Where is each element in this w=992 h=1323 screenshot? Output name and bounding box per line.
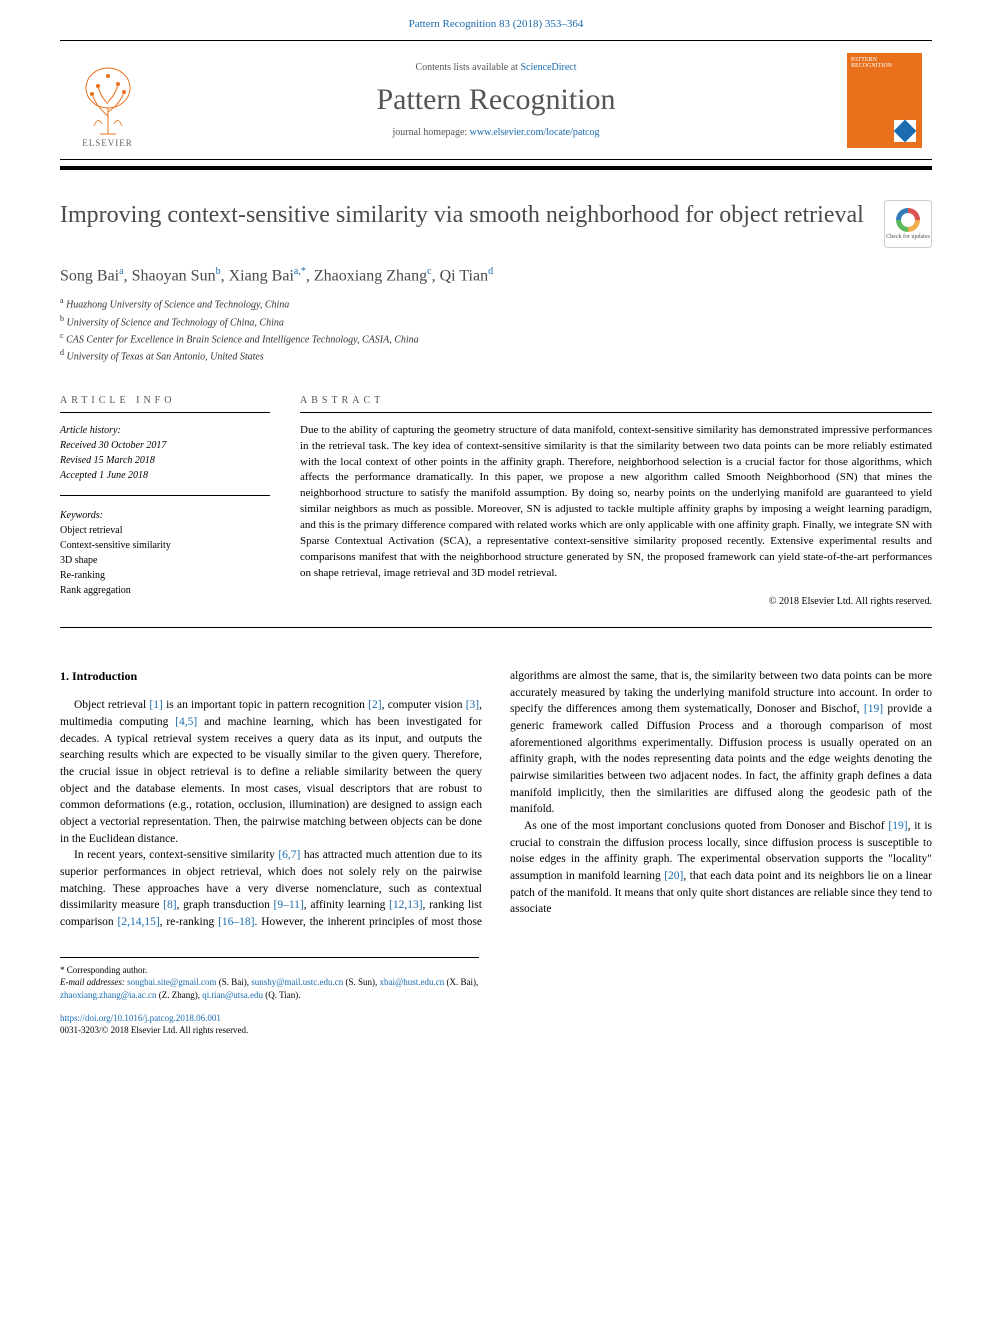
footnotes: * Corresponding author. E-mail addresses… (60, 957, 479, 1002)
ref-link[interactable]: [16–18] (218, 916, 254, 928)
body-text: 1. Introduction Object retrieval [1] is … (60, 668, 932, 931)
masthead: ELSEVIER Contents lists available at Sci… (60, 40, 932, 160)
contents-prefix: Contents lists available at (415, 62, 520, 73)
abstract-header: abstract (300, 395, 932, 413)
elsevier-wordmark: ELSEVIER (82, 138, 133, 148)
ref-link[interactable]: [6,7] (278, 849, 300, 861)
email-addresses: E-mail addresses: songbai.site@gmail.com… (60, 976, 479, 1001)
crossmark-label: Check for updates (886, 234, 930, 240)
ref-link[interactable]: [4,5] (175, 716, 197, 728)
doi-link[interactable]: https://doi.org/10.1016/j.patcog.2018.06… (60, 1013, 221, 1023)
email-link[interactable]: xbai@hust.edu.cn (380, 977, 445, 987)
body-paragraph: Object retrieval [1] is an important top… (60, 697, 482, 847)
keyword-item: 3D shape (60, 553, 270, 568)
masthead-center: Contents lists available at ScienceDirec… (145, 62, 847, 138)
email-link[interactable]: zhaoxiang.zhang@ia.ac.cn (60, 990, 157, 1000)
body-paragraph: As one of the most important conclusions… (510, 818, 932, 918)
keyword-item: Rank aggregation (60, 583, 270, 598)
abstract-column: abstract Due to the ability of capturing… (300, 395, 932, 607)
homepage-prefix: journal homepage: (392, 127, 469, 138)
keywords-block: Keywords: Object retrievalContext-sensit… (60, 508, 270, 598)
elsevier-logo: ELSEVIER (70, 53, 145, 148)
section-heading: 1. Introduction (60, 668, 482, 685)
journal-cover-thumbnail: PATTERN RECOGNITION (847, 53, 922, 148)
keyword-item: Context-sensitive similarity (60, 538, 270, 553)
elsevier-tree-icon (78, 66, 138, 136)
ref-link[interactable]: [8] (163, 899, 176, 911)
ref-link[interactable]: [19] (888, 820, 907, 832)
revised-date: Revised 15 March 2018 (60, 455, 155, 466)
email-link[interactable]: qi.tian@utsa.edu (202, 990, 263, 1000)
ref-link[interactable]: [3] (466, 699, 479, 711)
article-info-header: article info (60, 395, 270, 413)
journal-homepage: journal homepage: www.elsevier.com/locat… (145, 127, 847, 138)
affiliations: a Huazhong University of Science and Tec… (60, 295, 932, 364)
abstract-copyright: © 2018 Elsevier Ltd. All rights reserved… (300, 596, 932, 607)
keywords-label: Keywords: (60, 508, 270, 523)
ref-link[interactable]: [20] (664, 870, 683, 882)
journal-name: Pattern Recognition (145, 83, 847, 117)
ref-link[interactable]: [19] (864, 703, 883, 715)
crossmark-badge[interactable]: Check for updates (884, 200, 932, 248)
received-date: Received 30 October 2017 (60, 440, 166, 451)
keyword-item: Object retrieval (60, 523, 270, 538)
ref-link[interactable]: [12,13] (389, 899, 423, 911)
emails-label: E-mail addresses: (60, 977, 125, 987)
ref-link[interactable]: [9–11] (274, 899, 304, 911)
ref-link[interactable]: [2] (368, 699, 381, 711)
masthead-rule (60, 166, 932, 170)
sciencedirect-link[interactable]: ScienceDirect (520, 62, 576, 73)
article-info-column: article info Article history: Received 3… (60, 395, 270, 607)
citation-link[interactable]: Pattern Recognition 83 (2018) 353–364 (409, 18, 584, 30)
doi-block: https://doi.org/10.1016/j.patcog.2018.06… (60, 1012, 932, 1037)
ref-link[interactable]: [2,14,15] (117, 916, 159, 928)
history-label: Article history: (60, 423, 270, 438)
keyword-item: Re-ranking (60, 568, 270, 583)
accepted-date: Accepted 1 June 2018 (60, 470, 148, 481)
corresponding-author-note: * Corresponding author. (60, 964, 479, 977)
article-title: Improving context-sensitive similarity v… (60, 200, 864, 231)
ref-link[interactable]: [1] (149, 699, 162, 711)
contents-available: Contents lists available at ScienceDirec… (145, 62, 847, 73)
homepage-link[interactable]: www.elsevier.com/locate/patcog (470, 127, 600, 138)
issn-copyright: 0031-3203/© 2018 Elsevier Ltd. All right… (60, 1025, 248, 1035)
crossmark-icon (896, 208, 920, 232)
email-link[interactable]: songbai.site@gmail.com (127, 977, 216, 987)
email-link[interactable]: sunshy@mail.ustc.edu.cn (251, 977, 343, 987)
article-history: Article history: Received 30 October 201… (60, 423, 270, 496)
abstract-text: Due to the ability of capturing the geom… (300, 423, 932, 582)
authors-line: Song Baia, Shaoyan Sunb, Xiang Baia,*, Z… (60, 266, 932, 285)
citation-header: Pattern Recognition 83 (2018) 353–364 (0, 0, 992, 40)
cover-label: PATTERN RECOGNITION (851, 57, 892, 69)
